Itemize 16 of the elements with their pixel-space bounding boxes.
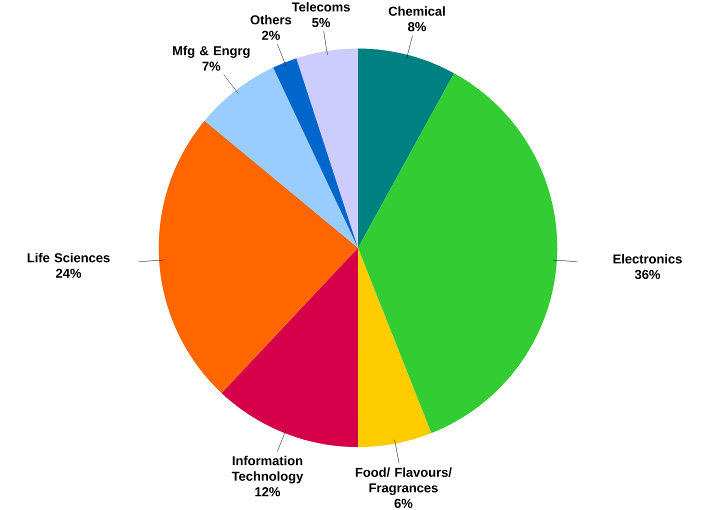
data-label: 36% [634, 270, 660, 280]
data-label: 8% [408, 22, 426, 32]
data-label: 24% [56, 268, 82, 278]
slice-label: Information Technology [232, 456, 304, 484]
data-label: 5% [312, 18, 330, 28]
slice-label: Telecoms [292, 2, 350, 12]
data-label: 2% [262, 30, 280, 40]
slice-label: Electronics [614, 254, 682, 264]
slice-label: Chemical [388, 6, 445, 16]
data-label: 7% [202, 62, 220, 71]
data-label: 12% [255, 487, 280, 496]
data-label: 6% [394, 498, 412, 508]
slice-label: Food/ Flavours/ Fragrances [356, 467, 452, 496]
slice-label: Mfg & Engrg [173, 46, 250, 58]
slice-label: Life Sciences [28, 252, 110, 262]
slice-label: Others [250, 14, 292, 24]
